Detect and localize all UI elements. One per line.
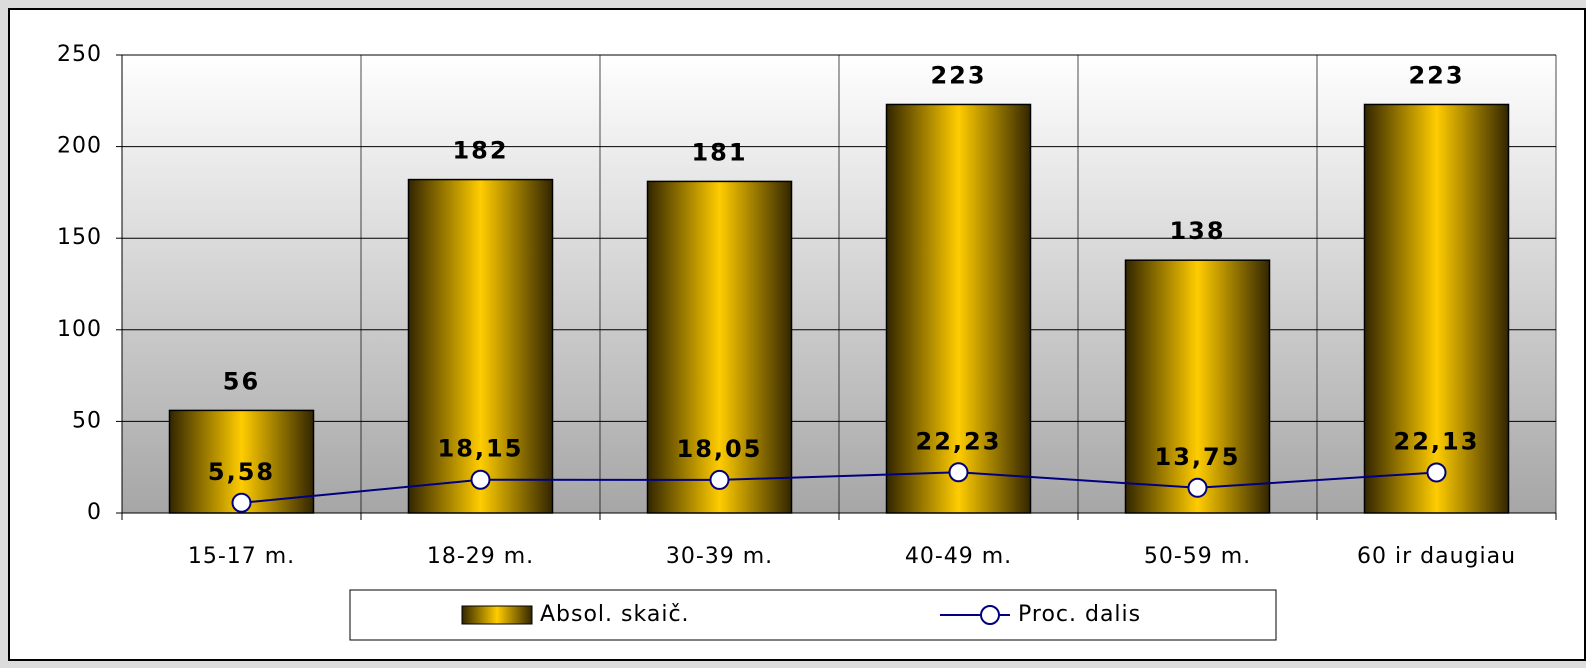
- bar: [646, 180, 793, 514]
- legend-label: Absol. skaič.: [540, 602, 690, 627]
- y-tick-label: 0: [87, 500, 102, 525]
- y-tick-label: 100: [57, 317, 102, 342]
- x-tick-label: 50-59 m.: [1144, 544, 1251, 569]
- line-point: [470, 469, 491, 490]
- data-label: 5,58: [208, 458, 275, 486]
- x-tick-label: 40-49 m.: [905, 544, 1012, 569]
- data-label: 22,23: [916, 427, 1002, 455]
- bar: [1363, 103, 1510, 514]
- data-label: 13,75: [1155, 443, 1241, 471]
- line: [241, 471, 1437, 504]
- legend-swatch: [461, 605, 533, 625]
- bar: [1124, 259, 1271, 514]
- bar: [885, 103, 1032, 514]
- data-label: 138: [1169, 217, 1225, 245]
- x-tick-label: 15-17 m.: [188, 544, 295, 569]
- legend-label: Proc. dalis: [1018, 602, 1141, 627]
- line-point: [231, 492, 252, 513]
- data-label: 223: [1408, 61, 1464, 89]
- line-point: [948, 462, 969, 483]
- data-label: 223: [930, 61, 986, 89]
- y-tick-label: 50: [72, 408, 102, 433]
- y-tick-label: 250: [57, 42, 102, 67]
- data-label: 182: [452, 137, 508, 165]
- legend-swatch-marker: [980, 605, 1000, 625]
- x-tick-label: 30-39 m.: [666, 544, 773, 569]
- data-label: 22,13: [1394, 427, 1480, 455]
- data-label: 56: [223, 367, 260, 395]
- data-label: 18,15: [438, 435, 524, 463]
- x-tick-label: 60 ir daugiau: [1357, 544, 1516, 569]
- line-point: [1426, 462, 1447, 483]
- legend: [349, 589, 1277, 641]
- y-tick-label: 150: [57, 225, 102, 250]
- line-point: [709, 469, 730, 490]
- line-point: [1187, 477, 1208, 498]
- data-label: 181: [691, 138, 747, 166]
- data-label: 18,05: [677, 435, 763, 463]
- y-tick-label: 200: [57, 134, 102, 159]
- bar: [407, 178, 554, 514]
- x-tick-label: 18-29 m.: [427, 544, 534, 569]
